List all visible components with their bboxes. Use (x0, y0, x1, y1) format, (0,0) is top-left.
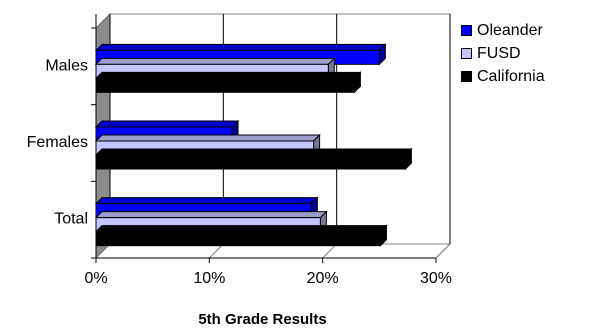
bar (95, 154, 406, 170)
x-tick-label: 30% (420, 270, 452, 287)
legend-label: FUSD (477, 44, 521, 62)
category-labels: Males Females Total (27, 57, 88, 227)
bar-top (94, 120, 240, 128)
bar-top (94, 43, 387, 51)
category-label: Males (45, 57, 88, 74)
floor-gridline (95, 243, 111, 259)
bar-top (94, 197, 319, 205)
bar-top (94, 148, 413, 156)
bars (94, 43, 413, 247)
x-axis-title: 5th Grade Results (198, 311, 327, 328)
legend-item: California (461, 65, 545, 88)
floor-gridline (208, 243, 224, 259)
legend-swatch (461, 25, 472, 36)
legend-swatch (461, 48, 472, 59)
legend-item: Oleander (461, 19, 545, 42)
legend-label: Oleander (477, 21, 543, 39)
floor-gridline (322, 243, 338, 259)
axes (91, 14, 437, 263)
bar-top (94, 211, 328, 219)
category-label: Females (27, 134, 88, 151)
x-tick-label: 0% (84, 270, 107, 287)
bar-top (94, 57, 336, 65)
bar (95, 231, 381, 247)
bar-top (94, 134, 321, 142)
bar-top (94, 71, 362, 79)
floor-gridline (435, 243, 451, 259)
x-tick-label: 10% (193, 270, 225, 287)
legend: Oleander FUSD California (461, 19, 545, 88)
legend-label: California (477, 67, 545, 85)
bar (95, 77, 355, 93)
legend-item: FUSD (461, 42, 545, 65)
x-tick-label: 20% (307, 270, 339, 287)
category-label: Total (54, 211, 88, 228)
x-tick-labels: 0% 10% 20% 30% (84, 270, 452, 287)
legend-swatch (461, 71, 472, 82)
bar-top (94, 225, 388, 233)
